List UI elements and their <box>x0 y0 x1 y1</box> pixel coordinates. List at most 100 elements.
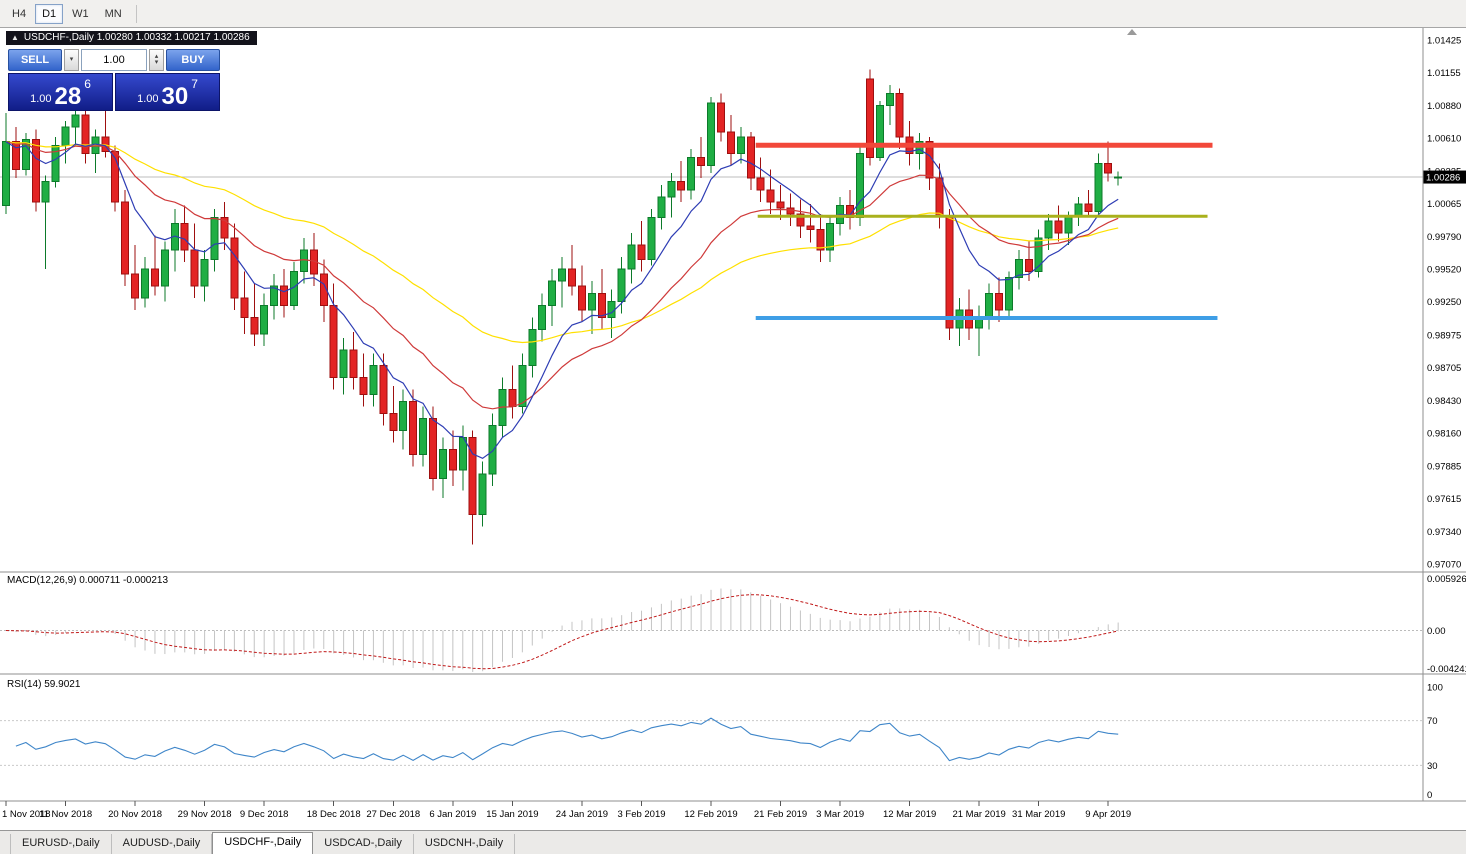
candle-body <box>667 180 676 198</box>
candle-body <box>240 297 249 318</box>
macd-panel <box>0 588 1423 672</box>
candle-body <box>478 473 487 516</box>
candle-body <box>528 328 537 366</box>
tab-eurusd-daily[interactable]: EURUSD-,Daily <box>10 834 112 854</box>
candle-body <box>270 285 279 306</box>
macd-axis-label: -0.004241 <box>1427 664 1466 675</box>
candle-body <box>428 417 437 480</box>
moving-average-line-8 <box>5 141 1119 459</box>
candles-group <box>2 69 1123 545</box>
tab-audusd-daily[interactable]: AUDUSD-,Daily <box>112 834 213 854</box>
candle-body <box>627 244 636 270</box>
timeframe-w1-button[interactable]: W1 <box>65 4 96 24</box>
date-axis-label: 9 Dec 2018 <box>240 809 289 820</box>
candle-body <box>389 413 398 431</box>
candle-body <box>339 349 348 379</box>
price-axis-label: 0.97070 <box>1427 560 1461 571</box>
candle-body <box>697 156 706 167</box>
price-axis-label: 0.97885 <box>1427 461 1461 472</box>
rsi-indicator-label: RSI(14) 59.9021 <box>7 679 81 690</box>
candle-body <box>438 449 447 480</box>
timeframe-h4-button[interactable]: H4 <box>5 4 33 24</box>
timeframe-mn-button[interactable]: MN <box>98 4 129 24</box>
date-axis-label: 6 Jan 2019 <box>429 809 476 820</box>
price-axis-label: 1.00335 <box>1427 167 1461 178</box>
candle-body <box>558 268 567 282</box>
moving-average-line-20 <box>5 141 1119 410</box>
candle-body <box>51 144 60 182</box>
price-axis-label: 0.98705 <box>1427 363 1461 374</box>
volume-decrement-button[interactable]: ▾ <box>64 49 79 71</box>
candle-body <box>995 292 1003 311</box>
candle-body <box>1074 203 1083 217</box>
date-axis-label: 1 Nov 2018 <box>2 809 51 820</box>
buy-price-pipette: 7 <box>191 77 198 91</box>
candle-body <box>1024 259 1033 273</box>
spinner-down-icon[interactable]: ▾ <box>154 59 159 66</box>
timeframe-toolbar: H4 D1 W1 MN <box>0 0 1466 28</box>
price-axis-label: 1.00065 <box>1427 199 1461 210</box>
volume-input[interactable] <box>81 49 147 71</box>
candle-body <box>1104 162 1113 174</box>
candle-body <box>200 259 209 287</box>
candle-body <box>61 126 70 146</box>
date-axis-label: 12 Mar 2019 <box>883 809 936 820</box>
sell-price-big-digits: 28 <box>54 82 82 110</box>
moving-average-line-45 <box>5 141 1119 344</box>
candle-body <box>707 102 716 167</box>
candle-body <box>518 364 527 407</box>
date-axis-label: 3 Mar 2019 <box>816 809 864 820</box>
candle-body <box>448 449 457 471</box>
tab-usdchf-daily[interactable]: USDCHF-,Daily <box>212 832 314 854</box>
candle-body <box>150 268 159 287</box>
candle-body <box>458 437 467 471</box>
candle-body <box>865 78 874 158</box>
volume-spinner[interactable]: ▴ ▾ <box>149 49 164 71</box>
candle-body <box>121 201 130 275</box>
date-axis-label: 29 Nov 2018 <box>178 809 232 820</box>
candle-body <box>796 213 805 227</box>
timeframe-d1-button[interactable]: D1 <box>35 3 64 24</box>
rsi-panel <box>0 717 1423 766</box>
candle-body <box>617 268 626 303</box>
chart-info-bar: ▲ USDCHF-,Daily 1.00280 1.00332 1.00217 … <box>6 31 257 45</box>
sell-button[interactable]: SELL <box>8 49 62 71</box>
candle-body <box>299 249 308 273</box>
candle-body <box>548 280 557 306</box>
date-axis-label: 24 Jan 2019 <box>556 809 608 820</box>
candle-body <box>657 196 666 218</box>
candle-body <box>280 285 289 306</box>
date-axis-label: 15 Jan 2019 <box>486 809 538 820</box>
chart-shift-marker[interactable] <box>1127 29 1137 35</box>
tab-usdcad-daily[interactable]: USDCAD-,Daily <box>313 834 414 854</box>
buy-price-display[interactable]: 1.00 30 7 <box>115 73 220 111</box>
candle-body <box>577 285 586 311</box>
macd-axis-label: 0.005926 <box>1427 574 1466 585</box>
candle-body <box>230 237 239 299</box>
candle-body <box>180 222 189 251</box>
price-axis-label: 1.00880 <box>1427 101 1461 112</box>
sell-price-display[interactable]: 1.00 28 6 <box>8 73 113 111</box>
candle-body <box>726 131 735 155</box>
date-axis-label: 21 Feb 2019 <box>754 809 807 820</box>
candle-body <box>1044 220 1053 239</box>
rsi-axis-label: 70 <box>1427 716 1438 727</box>
candle-body <box>568 268 577 287</box>
candle-body <box>985 292 994 318</box>
candle-body <box>895 93 904 138</box>
buy-price-big-digits: 30 <box>161 82 189 110</box>
spinner-up-icon[interactable]: ▴ <box>154 53 159 60</box>
price-axis-label: 0.99790 <box>1427 232 1461 243</box>
collapse-arrow-icon[interactable]: ▲ <box>11 33 19 42</box>
macd-signal-line <box>5 594 1119 670</box>
sell-price-pipette: 6 <box>84 77 91 91</box>
candle-body <box>816 229 825 251</box>
tab-usdcnh-daily[interactable]: USDCNH-,Daily <box>414 834 516 854</box>
buy-button[interactable]: BUY <box>166 49 220 71</box>
candle-body <box>587 292 596 311</box>
rsi-line <box>15 717 1119 762</box>
candle-body <box>1014 259 1023 279</box>
